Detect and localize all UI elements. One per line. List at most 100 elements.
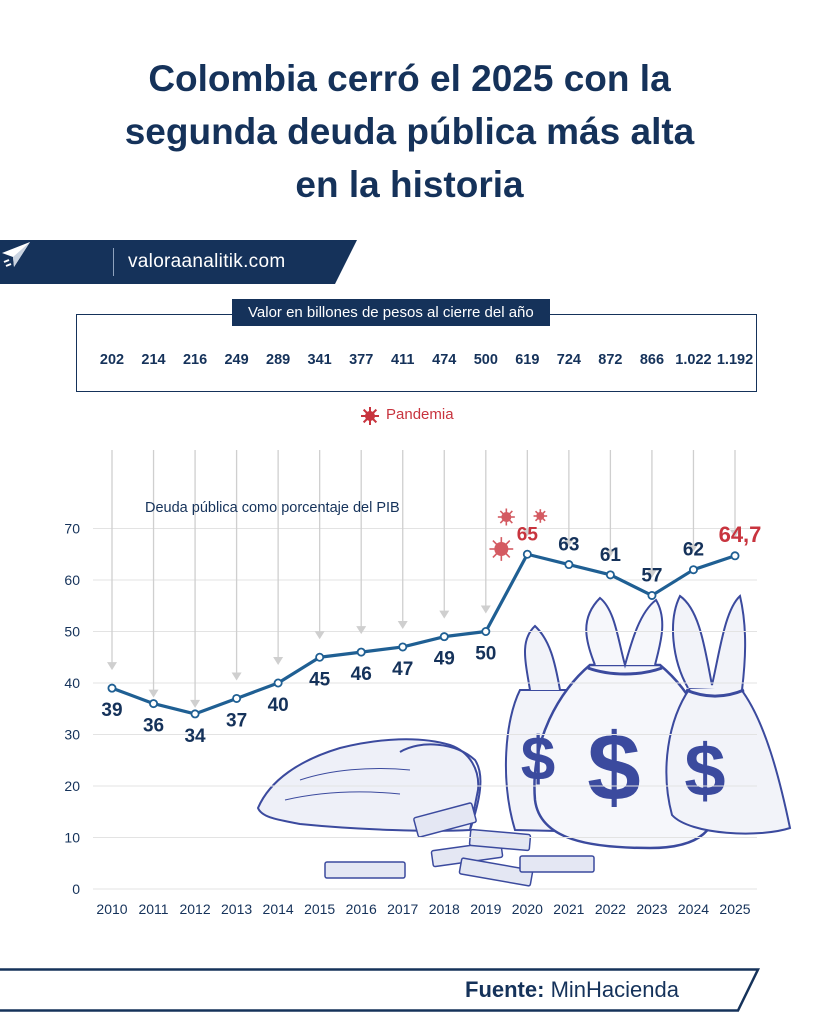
data-point-2014 (273, 678, 283, 688)
data-point-2010 (107, 683, 117, 693)
arrow-head-2011 (148, 689, 159, 698)
debt-chart: $ $ $ 39 36 34 37 40 45 46 47 49 50 65 63 61 57 62 64,7… (64, 450, 792, 917)
arrow-head-2019 (480, 605, 491, 614)
title-line-3: en la historia (295, 164, 524, 205)
x-tick-label-2025: 2025 (719, 901, 750, 917)
arrow-head-2023 (646, 569, 657, 578)
data-point-2020 (522, 549, 532, 559)
billones-value-2025: 1.192 (716, 352, 754, 368)
billones-value-2019: 500 (473, 352, 498, 368)
point-label-2016: 46 (351, 664, 372, 685)
x-tick-label-2015: 2015 (304, 901, 335, 917)
data-point-2024 (688, 565, 698, 575)
billones-value-2023: 866 (639, 352, 665, 368)
billones-value-2014: 289 (266, 352, 291, 368)
arrow-head-2010 (107, 662, 117, 671)
data-point-2019 (481, 627, 491, 637)
data-point-2011 (149, 699, 159, 709)
y-tick-label-30: 30 (64, 727, 80, 743)
arrow-head-2013 (231, 672, 242, 681)
arrow-head-2022 (605, 548, 616, 557)
brand-link[interactable]: valoraanalitik.com (128, 251, 286, 272)
data-point-2021 (564, 560, 574, 570)
x-tick-label-2021: 2021 (553, 901, 584, 917)
virus-icon (497, 508, 515, 526)
arrow-head-2020 (522, 528, 533, 537)
point-label-2022: 61 (600, 545, 622, 566)
money-bags-illustration: $ $ $ (256, 594, 792, 887)
arrow-head-2024 (688, 543, 699, 552)
x-tick-label-2014: 2014 (263, 901, 294, 917)
data-point-2023 (647, 590, 657, 600)
x-tick-label-2022: 2022 (595, 901, 626, 917)
x-tick-label-2024: 2024 (678, 901, 709, 917)
arrow-head-2014 (273, 657, 284, 665)
point-label-2017: 47 (392, 659, 413, 680)
data-point-2022 (605, 570, 615, 580)
svg-text:$: $ (587, 714, 640, 821)
paper-plane-icon (2, 242, 30, 267)
billones-value-2016: 377 (349, 352, 374, 368)
svg-text:$: $ (521, 725, 555, 794)
arrow-head-2015 (314, 631, 325, 640)
virus-icon (489, 537, 514, 561)
arrow-head-2021 (563, 538, 574, 547)
billones-value-2017: 411 (391, 352, 415, 368)
y-tick-label-50: 50 (64, 624, 80, 640)
arrow-head-2016 (356, 626, 367, 635)
data-point-2015 (315, 652, 325, 662)
data-point-2017 (398, 642, 408, 652)
x-tick-label-2012: 2012 (179, 901, 210, 917)
arrow-head-2025 (730, 529, 740, 538)
point-label-2024: 62 (683, 540, 704, 561)
x-tick-label-2010: 2010 (96, 901, 127, 917)
point-label-2023: 57 (641, 565, 662, 586)
point-label-2025: 64,7 (719, 522, 762, 547)
billones-value-2013: 249 (224, 352, 249, 368)
point-label-2021: 63 (558, 535, 579, 556)
x-tick-label-2019: 2019 (470, 901, 501, 917)
svg-text:$: $ (684, 729, 725, 812)
x-tick-label-2013: 2013 (221, 901, 252, 917)
values-box-label: Valor en billones de pesos al cierre del… (232, 299, 550, 326)
billones-value-2020: 619 (515, 352, 540, 368)
y-tick-label-60: 60 (64, 572, 80, 588)
x-tick-label-2023: 2023 (636, 901, 667, 917)
point-label-2010: 39 (101, 700, 122, 721)
arrow-head-2018 (439, 610, 450, 619)
data-point-2012 (190, 709, 200, 719)
arrow-head-2012 (190, 699, 201, 708)
brand-banner: valoraanalitik.com (0, 240, 357, 284)
x-tick-label-2017: 2017 (387, 901, 418, 917)
point-label-2012: 34 (184, 726, 206, 747)
y-tick-label-10: 10 (64, 830, 80, 846)
y-tick-label-70: 70 (64, 521, 80, 537)
footer (0, 968, 760, 1012)
brand-banner-background (0, 240, 357, 284)
series-line (111, 552, 736, 716)
billones-value-2015: 341 (307, 352, 332, 368)
point-label-2018: 49 (434, 649, 455, 670)
brand-separator (113, 248, 114, 276)
y-tick-label-20: 20 (64, 778, 80, 794)
virus-icon (533, 509, 548, 523)
billones-value-2024: 1.022 (675, 352, 712, 368)
billones-value-2012: 216 (182, 352, 208, 368)
title-line-2: segunda deuda pública más alta (124, 111, 695, 152)
x-tick-label-2016: 2016 (346, 901, 377, 917)
point-label-2014: 40 (268, 695, 289, 716)
x-tick-label-2011: 2011 (138, 901, 168, 917)
point-label-2015: 45 (309, 669, 331, 690)
x-tick-label-2020: 2020 (512, 901, 543, 917)
footer-frame (0, 968, 760, 1012)
data-point-2016 (356, 647, 366, 657)
point-label-2011: 36 (143, 716, 164, 737)
virus-icon (361, 407, 379, 425)
arrow-head-2017 (397, 620, 408, 629)
data-point-2025 (730, 551, 740, 561)
data-point-2018 (439, 632, 449, 642)
billones-value-2021: 724 (556, 352, 581, 368)
y-tick-label-0: 0 (72, 881, 80, 897)
y-axis-title: Deuda pública como porcentaje del PIB (145, 500, 400, 516)
title-line-1: Colombia cerró el 2025 con la (148, 58, 671, 99)
